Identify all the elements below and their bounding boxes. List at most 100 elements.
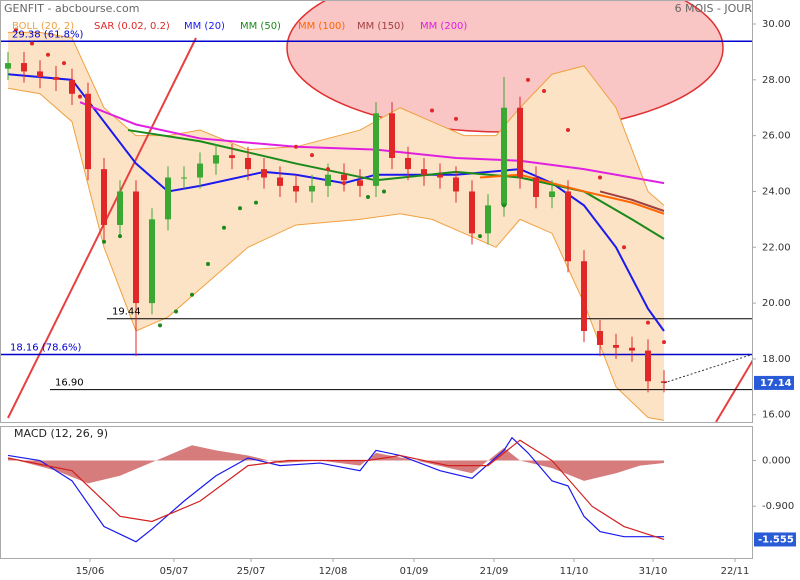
sar-dot [222, 225, 226, 230]
candle-body [37, 71, 43, 78]
y-tick-label: 18.00 [762, 354, 791, 365]
candle-body [21, 63, 27, 72]
overlay: 16.00 18.00 20.00 22.00 24.00 26.00 28.00 30.00… [10, 19, 796, 577]
legend-entry: MM (150) [357, 21, 404, 32]
sar-dot [294, 144, 298, 149]
sar-dot [238, 206, 242, 211]
legend-entry: MM (50) [240, 21, 281, 32]
sar-dot [326, 167, 330, 172]
last-macd-box [754, 532, 796, 547]
candle-body [293, 185, 299, 192]
y-tick-label: 20.00 [762, 298, 791, 309]
candle-body [565, 191, 571, 262]
sar-dot [454, 116, 458, 121]
last-macd-label: -1.555 [758, 534, 794, 545]
candle-body [469, 191, 475, 234]
sar-dot [662, 340, 666, 345]
macd-frame [0, 426, 753, 559]
candle-body [229, 155, 235, 158]
bollinger-lower [7, 87, 665, 421]
candle-body [549, 191, 555, 198]
sar-dot [502, 203, 506, 208]
y-tick-label: 24.00 [762, 186, 791, 197]
sar-dot [366, 195, 370, 200]
candle-body [373, 113, 379, 186]
bollinger-upper [8, 31, 665, 206]
sar-dot [542, 88, 546, 93]
candle-body [645, 350, 651, 382]
x-tick-label: 22/11 [721, 566, 750, 577]
candle-body [485, 205, 491, 234]
sar-dot [382, 189, 386, 194]
candle-body [581, 261, 587, 332]
macd-panel [7, 436, 665, 543]
y-tick-label: 26.00 [762, 131, 791, 142]
x-tick-label: 11/10 [560, 566, 589, 577]
x-tick-label: 21/09 [480, 566, 509, 577]
candle-body [165, 177, 171, 220]
candle-body [245, 157, 251, 170]
sar-dot [46, 52, 50, 57]
y-tick-label: -0.900 [762, 501, 794, 512]
x-tick-label: 31/10 [639, 566, 668, 577]
candle-body [389, 113, 395, 158]
legend-entry: MM (200) [420, 21, 467, 32]
y-tick-label: 16.00 [762, 410, 791, 421]
candle-body [357, 180, 363, 186]
y-tick-label: 0.000 [762, 456, 791, 467]
sar-dot [14, 27, 18, 32]
candle-body [309, 185, 315, 192]
level-label: 19.44 [112, 307, 141, 318]
x-tick-label: 05/07 [160, 566, 189, 577]
candle-body [213, 155, 219, 164]
legend-entry: MM (20) [184, 21, 225, 32]
sar-dot [190, 292, 194, 297]
bollinger-area [8, 32, 664, 421]
price-panel [0, 0, 752, 422]
chart-subtitle: 6 MOIS - JOUR [675, 2, 753, 15]
sar-dot [646, 320, 650, 325]
level-label: 29.38 (61.8%) [12, 29, 83, 40]
x-tick-label: 01/09 [400, 566, 429, 577]
candle-body [69, 79, 75, 94]
sar-dot [102, 239, 106, 244]
sar-dot [62, 61, 66, 66]
legend-entry: BOLL (20, 2) [12, 21, 74, 32]
candle-body [181, 177, 187, 179]
projection-line [663, 353, 752, 384]
y-tick-label: 30.00 [762, 19, 791, 30]
candle-body [133, 191, 139, 304]
candle-body [661, 381, 667, 383]
sar-dot [342, 181, 346, 186]
sar-dot [566, 128, 570, 133]
candle-body [85, 93, 91, 170]
sar-dot [118, 234, 122, 239]
sar-dot [174, 309, 178, 314]
candle-body [101, 169, 107, 225]
sar-dot [254, 200, 258, 205]
sar-dot [30, 41, 34, 46]
chart-title: GENFIT - abcbourse.com [4, 2, 139, 15]
macd-line [7, 436, 664, 543]
sar-dot [430, 108, 434, 113]
x-tick-label: 12/08 [319, 566, 348, 577]
legend-entry: SAR (0.02, 0.2) [94, 21, 170, 32]
candle-body [453, 177, 459, 192]
x-tick-label: 25/07 [237, 566, 266, 577]
candle-body [341, 174, 347, 181]
sar-dot [78, 94, 82, 99]
macd-title: MACD (12, 26, 9) [14, 427, 108, 440]
candle-body [501, 107, 507, 206]
price-frame [0, 0, 753, 423]
candle-body [629, 347, 635, 351]
y-tick-label: 22.00 [762, 242, 791, 253]
sar-dot [158, 323, 162, 328]
candle-body [533, 177, 539, 198]
sar-dot [622, 245, 626, 250]
sar-dot [526, 77, 530, 82]
candle-body [517, 107, 523, 178]
candle-body [421, 169, 427, 175]
candle-body [117, 191, 123, 225]
candle-body [325, 174, 331, 186]
macd-histogram [8, 445, 664, 484]
